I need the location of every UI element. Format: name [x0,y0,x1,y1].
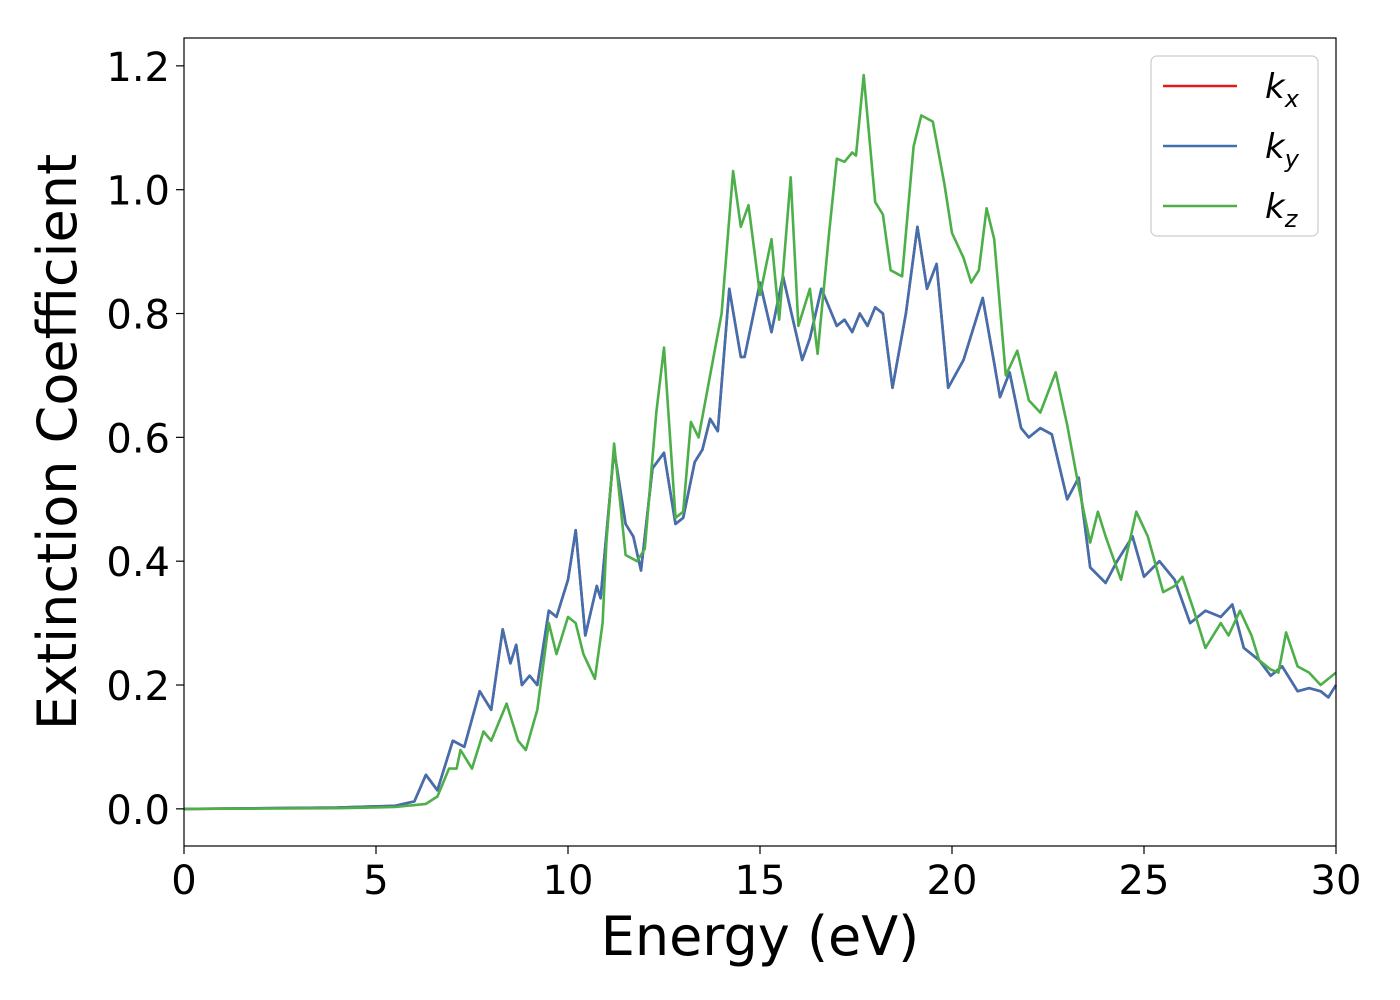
x-tick-label: 10 [543,858,594,904]
legend-label-main: k [1265,67,1286,107]
legend-label-subscript: z [1284,205,1299,233]
y-tick-label: 0.6 [106,416,170,462]
x-tick-label: 30 [1311,858,1362,904]
series-layer [183,73,1338,811]
y-axis-ticks: 0.0 0.2 0.4 0.6 0.8 1.0 1.2 [106,45,184,834]
y-tick-label: 0.8 [106,293,170,339]
y-tick-label: 0.2 [106,664,170,710]
plot-frame [183,37,1337,847]
x-tick-label: 20 [927,858,978,904]
legend-label-kx: kx [1265,67,1300,113]
x-axis-title: Energy (eV) [601,905,920,968]
y-tick-label: 1.0 [106,169,170,215]
series-line-kx [183,225,1338,811]
y-axis-title: Extinction Coefficient [26,154,89,730]
y-tick-label: 0.0 [106,788,170,834]
x-tick-label: 25 [1119,858,1170,904]
x-tick-label: 0 [171,858,196,904]
legend-label-ky: ky [1265,127,1300,173]
legend-label-subscript: y [1284,145,1300,173]
x-axis-ticks: 0 5 10 15 20 25 30 [171,846,1361,904]
series-line-kz [183,73,1337,811]
y-tick-label: 1.2 [106,45,170,91]
legend-label-kz: kz [1265,187,1299,233]
x-tick-label: 15 [735,858,786,904]
series-line-ky [183,225,1338,811]
legend-label-main: k [1265,127,1286,167]
y-tick-label: 0.4 [106,540,170,586]
legend-label-subscript: x [1284,85,1300,113]
legend-label-main: k [1265,187,1286,227]
x-tick-label: 5 [363,858,388,904]
